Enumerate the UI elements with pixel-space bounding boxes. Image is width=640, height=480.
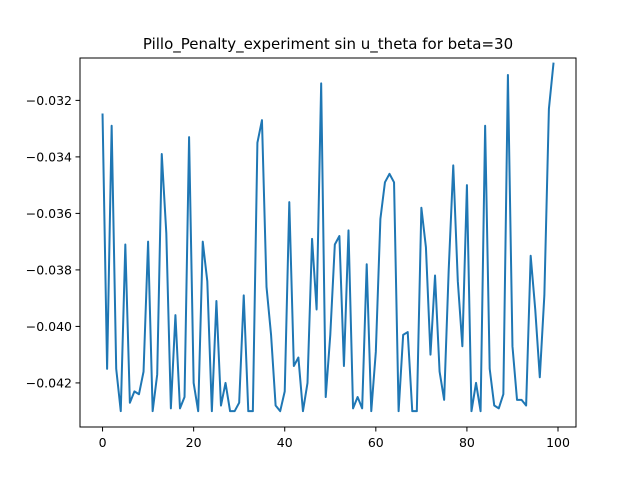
x-tick-label: 60 [368,435,384,450]
series-line-0 [101,62,555,413]
y-tick-label: −0.032 [26,93,72,108]
x-tick-label: 0 [99,435,107,450]
x-tick-label: 80 [459,435,475,450]
y-tick-label: −0.036 [26,206,72,221]
y-tick-label: −0.040 [26,319,72,334]
x-tick-label: 20 [186,435,202,450]
axes-frame [79,57,577,428]
x-tick-label: 40 [277,435,293,450]
chart-title: Pillo_Penalty_experiment sin u_theta for… [143,35,513,54]
plot-area: 0 20 40 60 80 100 −0.042 −0.040 −0.038 −0.036 −0.0… [26,57,577,450]
y-tick-label: −0.042 [26,375,72,390]
x-tick-label: 100 [546,435,570,450]
y-tick-label: −0.038 [26,262,72,277]
y-tick-label: −0.034 [26,149,72,164]
